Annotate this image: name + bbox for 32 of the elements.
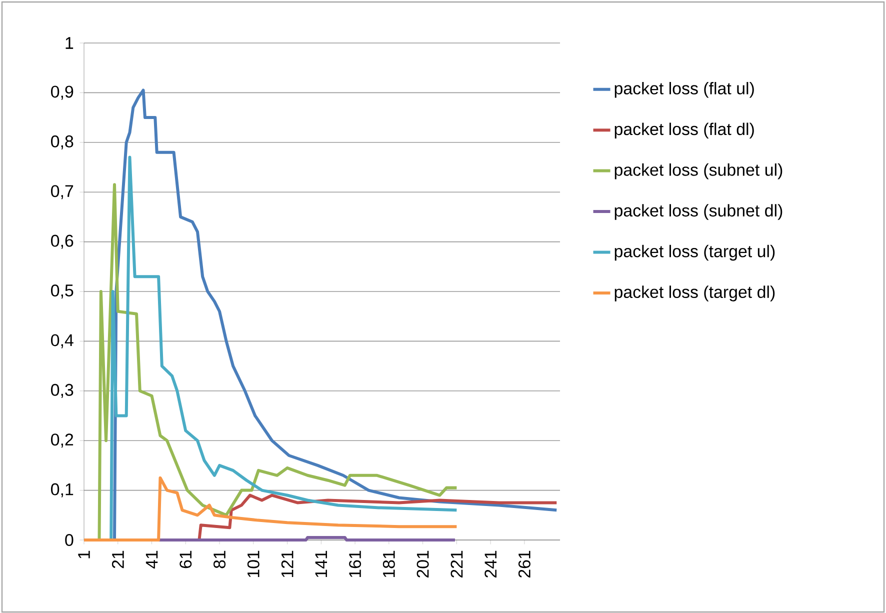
x-tick-label: 161	[349, 550, 362, 578]
line-series	[82, 476, 458, 542]
x-tick-label: 241	[484, 550, 496, 578]
y-tick-label: 0,2	[51, 434, 74, 448]
x-tick-label: 181	[382, 550, 395, 578]
x-tick-label: 121	[281, 550, 294, 578]
y-tick-label: 0,9	[51, 86, 74, 100]
legend-label: packet loss (subnet dl)	[614, 204, 782, 220]
x-tick-label: 1	[78, 550, 90, 558]
y-tick-label: 0,5	[51, 284, 74, 298]
x-tick-label: 101	[247, 550, 260, 578]
y-tick-label: 0,1	[51, 483, 74, 498]
x-tick-label: 41	[146, 550, 158, 569]
x-tick-label: 81	[214, 550, 226, 568]
y-tick-label: 0,8	[51, 135, 74, 150]
y-tick-label: 0,7	[51, 185, 74, 200]
y-tick-label: 0,4	[51, 334, 74, 348]
x-tick-label: 221	[450, 550, 463, 578]
y-tick-label: 0	[65, 534, 74, 546]
y-tick-label: 1	[66, 37, 74, 49]
x-tick-label: 21	[112, 550, 124, 568]
legend-label: packet loss (target dl)	[614, 286, 775, 302]
x-tick-label: 261	[518, 550, 530, 578]
legend-label: packet loss (subnet ul)	[614, 163, 782, 180]
legend-label: packet loss (flat ul)	[614, 82, 754, 98]
y-tick-label: 0,3	[51, 384, 74, 398]
y-tick-label: 0,6	[51, 234, 74, 249]
legend-label: packet loss (flat dl)	[614, 122, 754, 138]
x-tick-label: 61	[180, 550, 192, 568]
x-tick-label: 141	[315, 550, 327, 578]
x-tick-label: 201	[416, 550, 429, 578]
legend-label: packet loss (target ul)	[614, 244, 775, 261]
